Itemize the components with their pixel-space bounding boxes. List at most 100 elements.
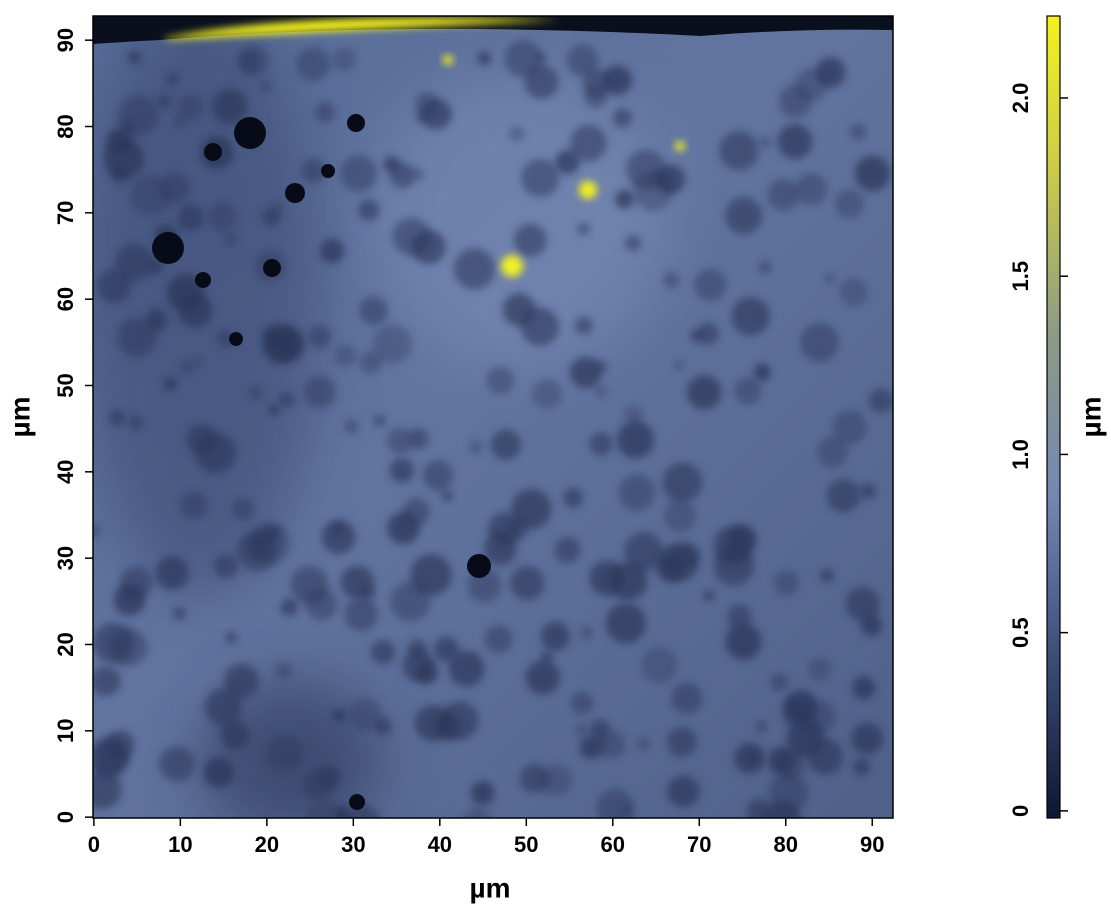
pit (782, 698, 810, 727)
pit (348, 697, 382, 732)
pit (248, 385, 263, 400)
colorbar (1046, 15, 1061, 819)
pit (624, 531, 664, 572)
pit (540, 764, 573, 796)
pit (231, 498, 255, 521)
pit (359, 351, 383, 374)
pit (686, 374, 722, 410)
pit (179, 359, 194, 375)
pit (195, 432, 237, 474)
pit (344, 597, 378, 632)
x-tick-label: 90 (860, 832, 884, 857)
pit (370, 639, 396, 665)
pit (263, 327, 278, 342)
x-axis-label: µm (469, 872, 510, 903)
pit (770, 673, 789, 692)
pit (422, 460, 454, 491)
pit (618, 474, 656, 512)
bump (443, 55, 453, 65)
pit (305, 801, 346, 818)
pit (575, 723, 588, 736)
pit (569, 356, 602, 389)
pit (470, 781, 495, 806)
pit (616, 420, 655, 459)
pit (173, 115, 186, 128)
pore (321, 164, 335, 178)
pit (225, 632, 237, 644)
y-tick-label: 70 (53, 201, 78, 225)
pit (854, 155, 891, 192)
pit (223, 663, 259, 699)
pit (128, 415, 143, 431)
y-tick-label: 30 (53, 546, 78, 570)
pit (663, 271, 680, 289)
pit (859, 483, 876, 500)
pit (433, 636, 460, 662)
pore (152, 232, 184, 264)
pit (614, 189, 634, 209)
pit (305, 588, 338, 621)
pit (826, 478, 861, 513)
pit (570, 691, 594, 715)
pit (802, 700, 836, 734)
pit (108, 409, 125, 426)
pit (314, 102, 336, 123)
pit (636, 736, 651, 751)
pit (490, 429, 522, 460)
pit (579, 626, 594, 640)
pit (247, 536, 269, 558)
pit (839, 277, 869, 307)
y-tick-label: 80 (53, 114, 78, 138)
pit (504, 39, 542, 78)
pit (213, 554, 239, 579)
pit (115, 243, 154, 282)
pit (340, 155, 378, 192)
pit (758, 260, 772, 274)
pit (676, 543, 701, 568)
colorbar-label: µm (1075, 396, 1106, 437)
pit (773, 570, 800, 596)
colorbar-tick-label: 0 (1008, 805, 1033, 817)
pit (373, 414, 386, 427)
pit (372, 324, 412, 364)
afm-image (93, 16, 893, 818)
pit (208, 202, 237, 231)
colorbar-tick-label: 1.0 (1008, 439, 1033, 470)
pit (319, 238, 345, 264)
pit (719, 130, 759, 171)
x-tick-label: 20 (255, 832, 279, 857)
pit (166, 72, 180, 86)
pit (667, 775, 700, 808)
pit (667, 727, 698, 758)
y-tick-label: 50 (53, 373, 78, 397)
pit (673, 359, 684, 370)
pit (272, 200, 285, 213)
y-tick-label: 20 (53, 632, 78, 656)
pore (229, 332, 243, 346)
pit (760, 136, 771, 148)
pit (321, 519, 356, 555)
pit (753, 363, 771, 381)
pit (268, 404, 280, 416)
pit (275, 662, 292, 680)
pit (408, 428, 430, 450)
pit (626, 149, 667, 190)
pit (212, 88, 248, 125)
pit (177, 204, 204, 231)
pit (566, 44, 599, 77)
pit (416, 110, 430, 124)
pore (467, 554, 491, 578)
pit (845, 586, 880, 622)
pit (145, 309, 168, 331)
pit (755, 720, 768, 733)
pit (624, 235, 642, 252)
pit (734, 377, 762, 405)
pit (448, 650, 485, 687)
pit (767, 178, 800, 211)
pit (93, 666, 121, 697)
pit (157, 94, 172, 109)
pit (807, 738, 844, 775)
pit (589, 432, 614, 457)
y-tick-label: 90 (53, 28, 78, 52)
